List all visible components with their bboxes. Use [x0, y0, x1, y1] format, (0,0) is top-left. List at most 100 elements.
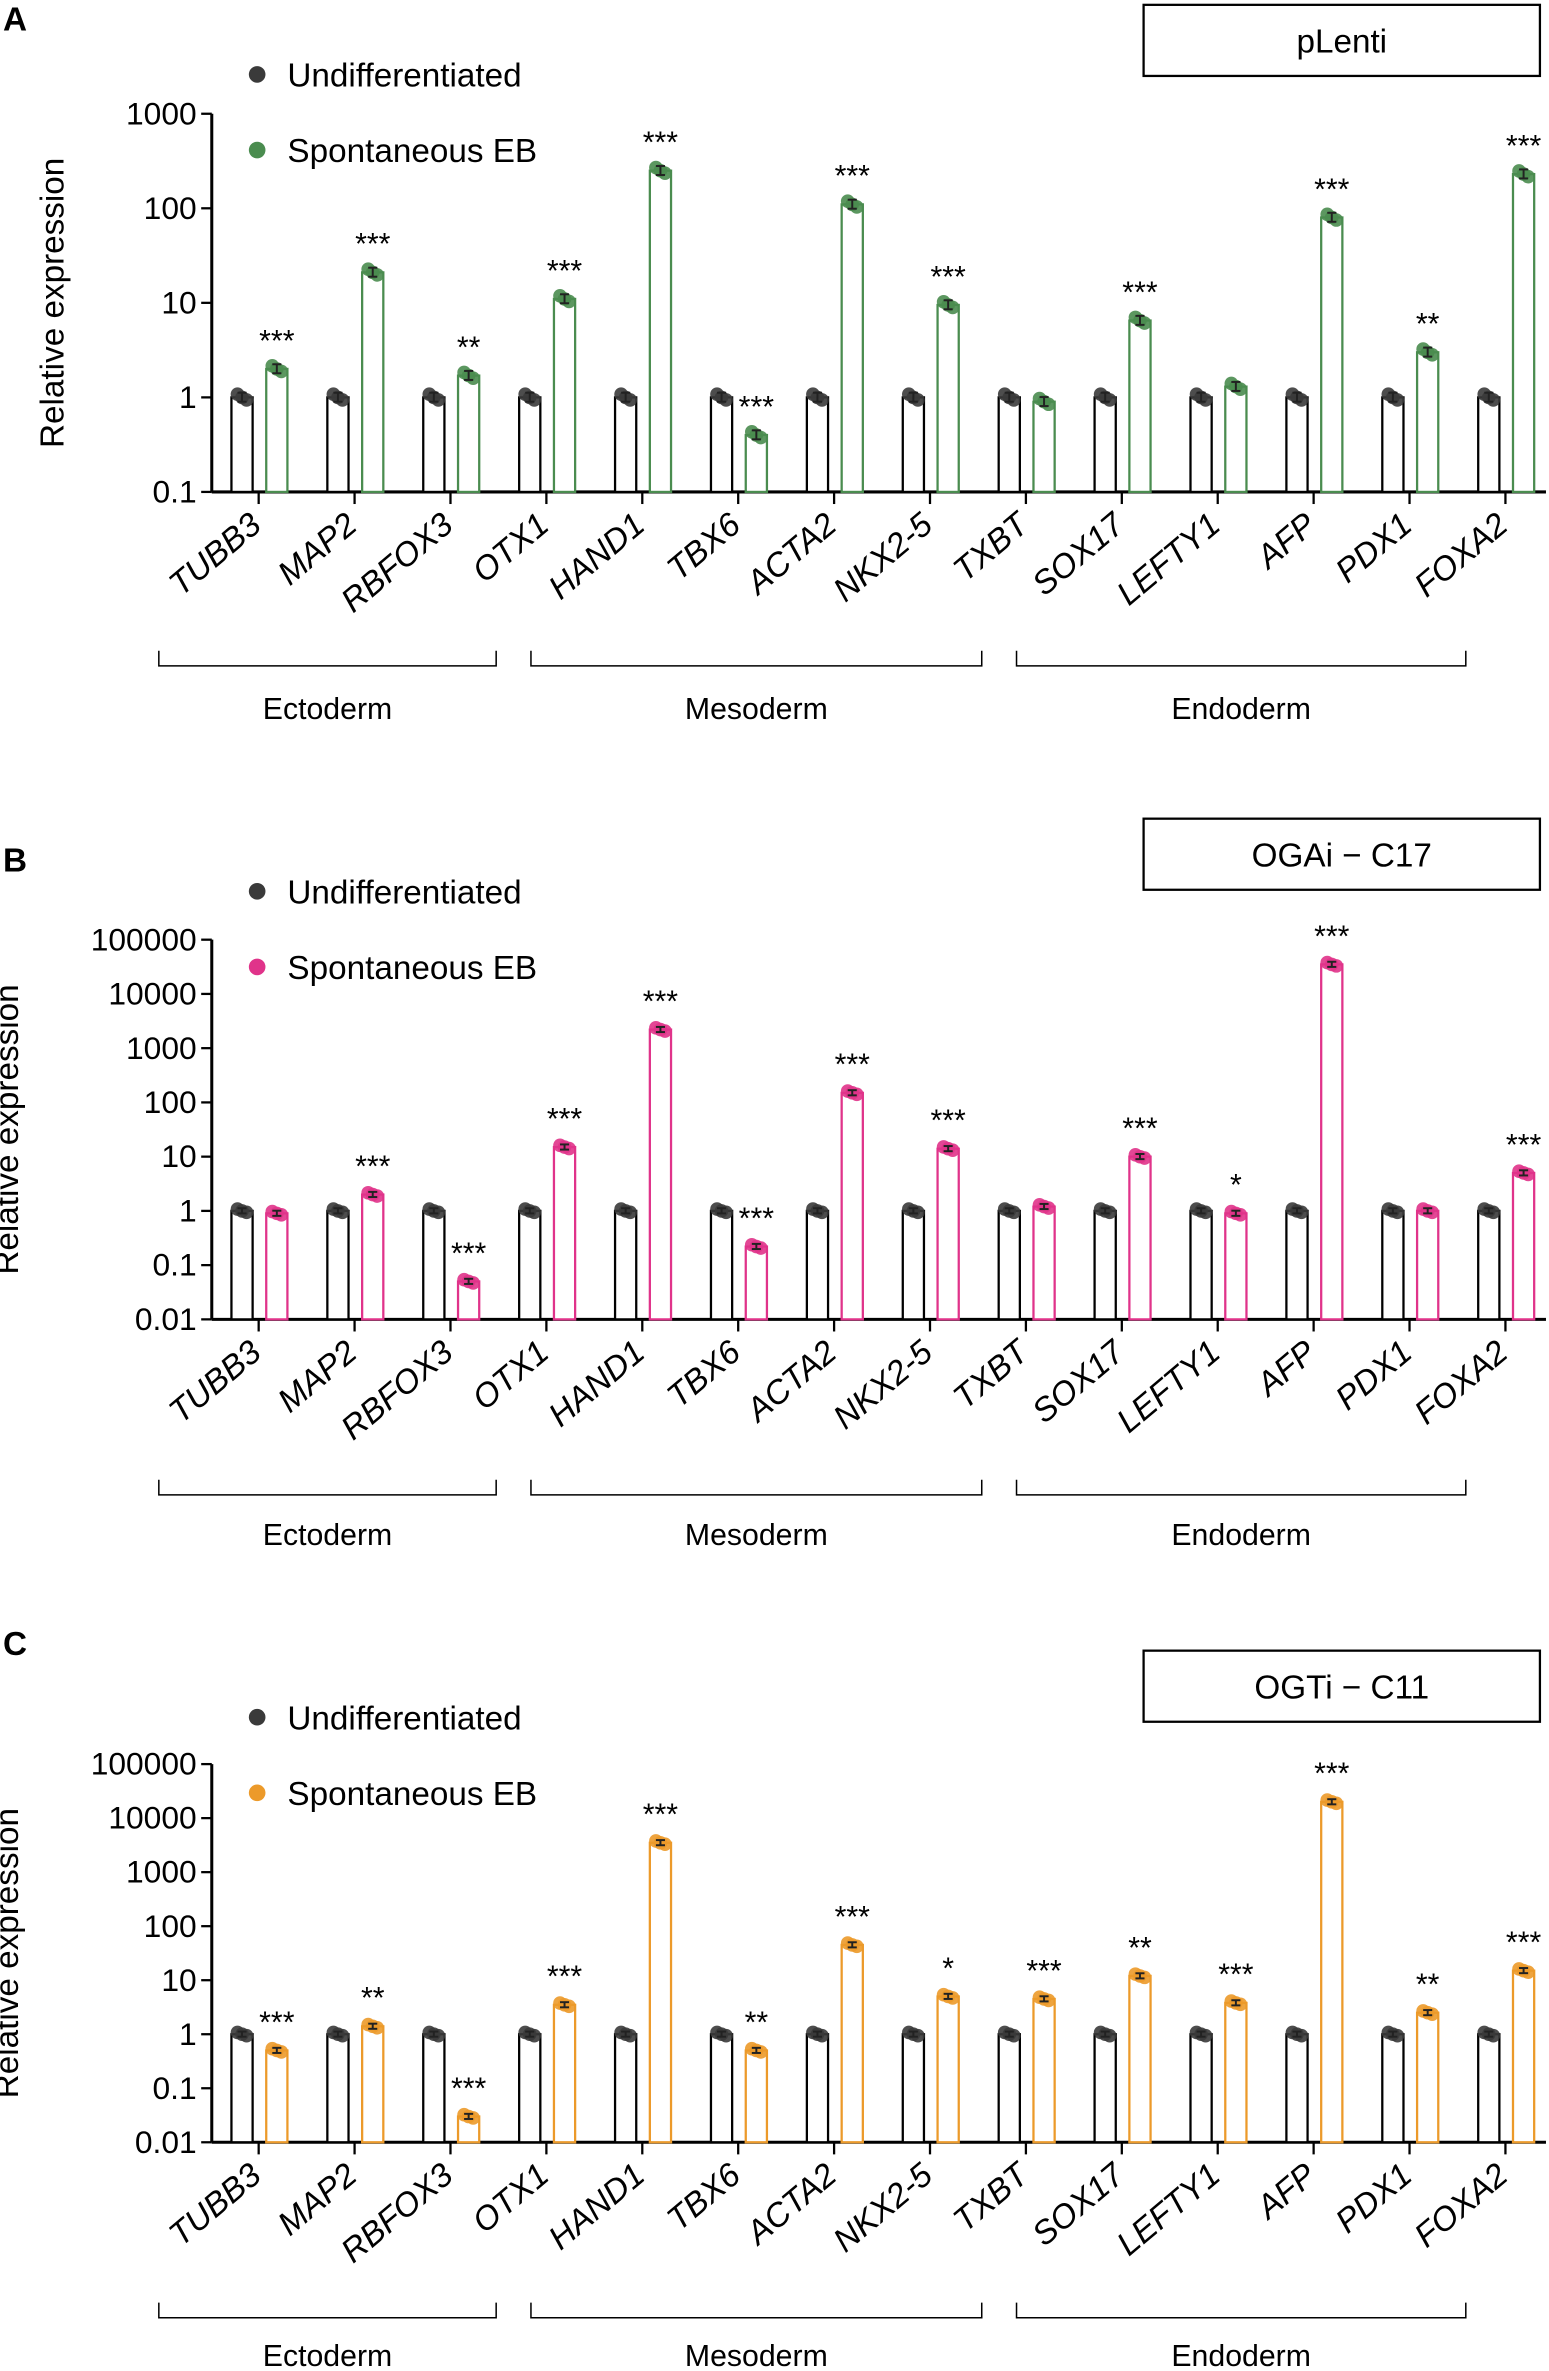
bar-spontaneous-eb [936, 1995, 960, 2144]
bar-spontaneous-eb [1320, 1800, 1344, 2144]
y-tick-label: 100 [144, 190, 197, 226]
bar-spontaneous-eb [1128, 1974, 1152, 2144]
y-tick-label: 1000 [126, 1854, 197, 1890]
legend-label: Undifferentiated [287, 1700, 521, 1737]
bar-undifferentiated [805, 1209, 830, 1321]
bar-undifferentiated [997, 2033, 1021, 2144]
x-tick-label: AFP [1248, 506, 1323, 577]
bar-undifferentiated [613, 2033, 638, 2144]
bar-spontaneous-eb [1511, 1171, 1536, 1321]
y-tick-label: 0.01 [135, 1301, 197, 1337]
panel-title: pLenti [1296, 23, 1387, 60]
group-bracket [530, 650, 983, 667]
panel-B: B OGAi − C17 Undifferentiated Spontaneous E… [0, 817, 1546, 1552]
significance-label: * [1230, 1169, 1242, 1202]
x-tick-label: HAND1 [542, 506, 652, 607]
y-tick-label: 100000 [91, 1746, 197, 1782]
group-bracket [530, 1479, 983, 1496]
bar-spontaneous-eb [936, 303, 960, 494]
significance-label: *** [1122, 1112, 1158, 1145]
significance-label: *** [739, 391, 775, 424]
bar-spontaneous-eb [1128, 319, 1152, 494]
x-tick-label: FOXA2 [1408, 1333, 1516, 1432]
significance-label: *** [835, 1901, 871, 1934]
bar-spontaneous-eb [1511, 172, 1536, 494]
x-tick-label: TXBT [947, 504, 1038, 589]
significance-label: ** [361, 1982, 385, 2015]
bar-spontaneous-eb [456, 374, 481, 494]
bar-spontaneous-eb [840, 1943, 864, 2144]
significance-label: *** [355, 1150, 391, 1183]
bar-undifferentiated [326, 396, 350, 494]
significance-label: *** [1218, 1959, 1254, 1992]
x-tick-label: TXBT [947, 2155, 1038, 2240]
bar-spontaneous-eb [936, 1147, 960, 1321]
bar-spontaneous-eb [744, 2049, 769, 2144]
significance-label: *** [1506, 130, 1542, 163]
significance-label: *** [643, 1799, 679, 1832]
x-tick-label: NKX2-5 [827, 2156, 940, 2260]
y-axis-label: Relative expression [35, 158, 72, 448]
significance-label: *** [1506, 1129, 1542, 1162]
significance-label: *** [739, 1202, 775, 1235]
legend-label: Spontaneous EB [287, 950, 537, 987]
x-tick-label: TUBB3 [162, 1333, 268, 1431]
y-tick-label: 0.1 [153, 2070, 197, 2106]
bar-undifferentiated [1381, 2033, 1405, 2144]
bar-spontaneous-eb [648, 169, 673, 494]
significance-label: *** [930, 261, 966, 294]
bar-undifferentiated [518, 2033, 542, 2144]
legend-label: Spontaneous EB [287, 133, 537, 170]
significance-label: ** [1416, 308, 1440, 341]
bar-spontaneous-eb [840, 203, 864, 494]
bar-spontaneous-eb [1032, 400, 1056, 494]
panel-title: OGTi − C11 [1254, 1669, 1429, 1706]
bar-undifferentiated [709, 2033, 734, 2144]
x-tick-label: LEFTY1 [1110, 2156, 1227, 2263]
bar-undifferentiated [422, 2033, 446, 2144]
significance-label: *** [835, 1049, 871, 1082]
x-tick-label: HAND1 [542, 2156, 652, 2257]
bar-undifferentiated [1381, 396, 1405, 494]
group-label: Mesoderm [685, 2340, 828, 2371]
bar-undifferentiated [1093, 396, 1117, 494]
significance-label: *** [259, 325, 295, 358]
significance-label: ** [1416, 1969, 1440, 2002]
significance-label: *** [1314, 1758, 1350, 1791]
x-tick-label: AFP [1248, 2156, 1323, 2227]
group-label: Ectoderm [263, 1519, 392, 1552]
y-tick-label: 0.01 [135, 2124, 197, 2160]
y-tick-label: 100 [144, 1084, 197, 1120]
x-tick-label: AFP [1248, 1333, 1323, 1404]
group-bracket [1015, 2302, 1467, 2319]
bar-spontaneous-eb [744, 1245, 769, 1321]
significance-label: *** [451, 1237, 487, 1270]
x-tick-label: NKX2-5 [827, 506, 940, 610]
bar-spontaneous-eb [1320, 216, 1344, 494]
bar-spontaneous-eb [1415, 1209, 1440, 1321]
bar-undifferentiated [518, 1209, 542, 1321]
panel-letter: C [3, 1626, 27, 1663]
bar-undifferentiated [709, 396, 734, 494]
y-tick-label: 10 [161, 284, 196, 320]
x-tick-label: TBX6 [660, 506, 748, 588]
legend-label: Undifferentiated [287, 58, 521, 95]
bar-undifferentiated [1189, 2033, 1213, 2144]
bar-undifferentiated [518, 396, 542, 494]
legend-marker [248, 141, 266, 159]
bar-spontaneous-eb [361, 271, 385, 494]
panel-letter: A [3, 2, 27, 39]
bar-spontaneous-eb [265, 1212, 289, 1321]
x-tick-label: LEFTY1 [1110, 506, 1227, 613]
significance-label: *** [1122, 276, 1158, 309]
bar-undifferentiated [997, 1209, 1021, 1321]
bar-undifferentiated [1285, 396, 1309, 494]
bar-spontaneous-eb [1224, 2001, 1248, 2144]
y-tick-label: 1000 [126, 95, 197, 131]
bar-undifferentiated [1285, 2033, 1309, 2144]
significance-label: *** [547, 1961, 583, 1994]
legend-label: Undifferentiated [287, 874, 521, 911]
y-tick-label: 10 [161, 1138, 196, 1174]
group-bracket [158, 650, 497, 667]
